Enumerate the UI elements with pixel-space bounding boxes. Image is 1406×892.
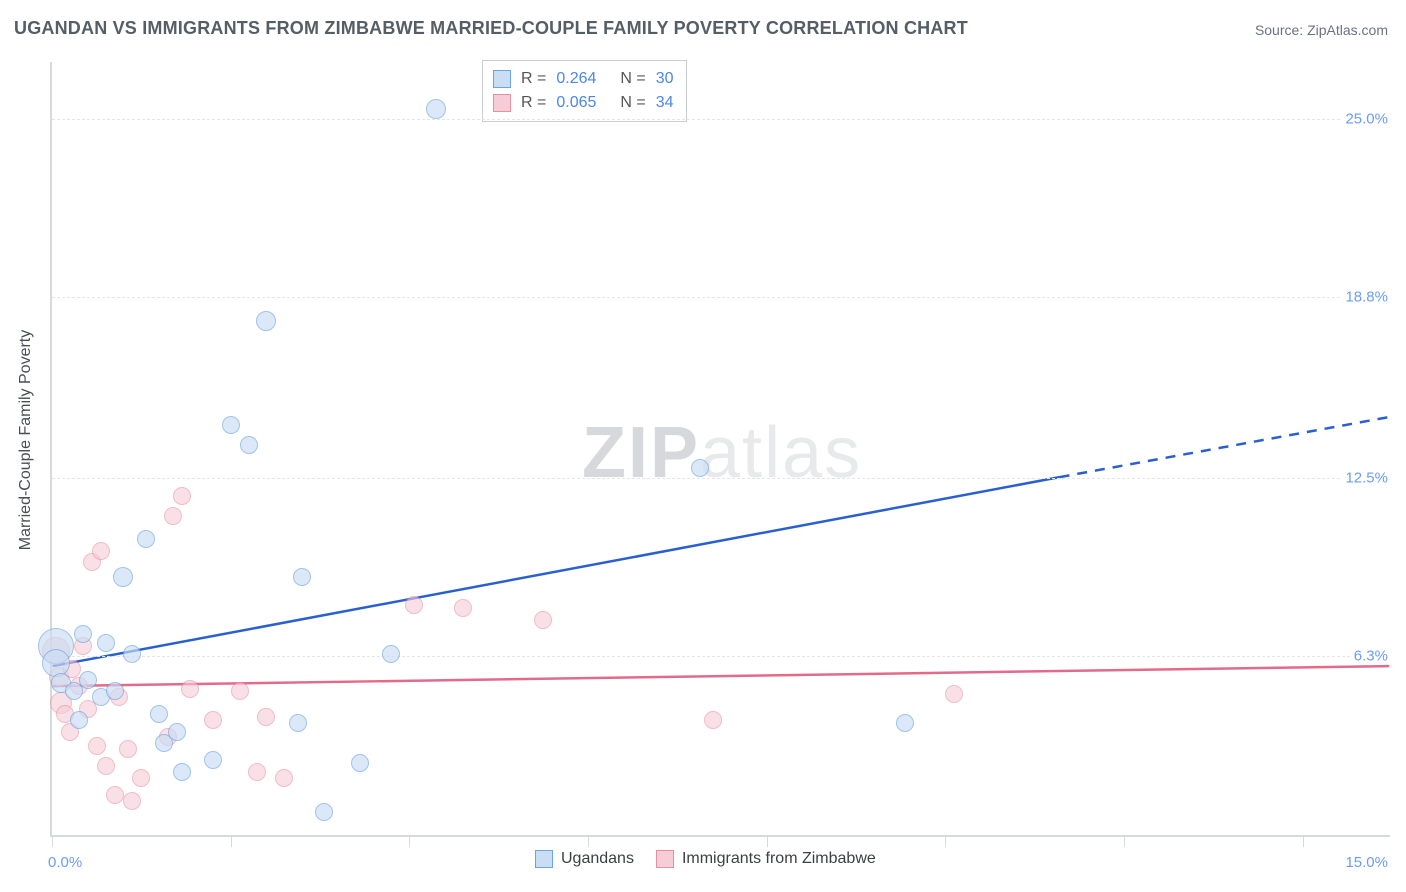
data-point [173, 763, 191, 781]
data-point [181, 680, 199, 698]
correlation-legend: R = 0.264 N = 30 R = 0.065 N = 34 [482, 60, 687, 122]
legend-eq-n: N = [620, 91, 645, 115]
gridline-h [52, 478, 1390, 479]
x-tick [231, 835, 232, 847]
y-tick-label: 18.8% [1341, 289, 1392, 306]
legend-row-s1: R = 0.264 N = 30 [493, 67, 674, 91]
data-point [113, 567, 133, 587]
x-max-label: 15.0% [1345, 854, 1388, 871]
data-point [231, 682, 249, 700]
data-point [896, 714, 914, 732]
x-tick [409, 835, 410, 847]
data-point [248, 763, 266, 781]
data-point [97, 757, 115, 775]
y-axis-label: Married-Couple Family Poverty [17, 330, 35, 551]
legend-swatch-s2 [656, 850, 674, 868]
legend-s2-n: 34 [656, 91, 674, 115]
data-point [382, 645, 400, 663]
y-tick-label: 12.5% [1341, 470, 1392, 487]
x-tick [52, 835, 53, 847]
legend-eq-r: R = [521, 91, 546, 115]
chart-title: UGANDAN VS IMMIGRANTS FROM ZIMBABWE MARR… [14, 18, 968, 39]
legend-row-s2: R = 0.065 N = 34 [493, 91, 674, 115]
gridline-h [52, 297, 1390, 298]
data-point [173, 487, 191, 505]
legend-swatch-s1 [493, 70, 511, 88]
x-tick [767, 835, 768, 847]
data-point [204, 711, 222, 729]
data-point [79, 671, 97, 689]
x-tick [1124, 835, 1125, 847]
data-point [426, 99, 446, 119]
data-point [88, 737, 106, 755]
data-point [454, 599, 472, 617]
legend-label-s1: Ugandans [561, 850, 634, 868]
data-point [351, 754, 369, 772]
data-point [289, 714, 307, 732]
x-tick [945, 835, 946, 847]
legend-label-s2: Immigrants from Zimbabwe [682, 850, 876, 868]
data-point [70, 711, 88, 729]
data-point [164, 507, 182, 525]
data-point [150, 705, 168, 723]
gridline-h [52, 119, 1390, 120]
data-point [204, 751, 222, 769]
y-tick-label: 25.0% [1341, 111, 1392, 128]
data-point [106, 786, 124, 804]
source-label: Source: ZipAtlas.com [1255, 22, 1388, 38]
data-point [691, 459, 709, 477]
data-point [97, 634, 115, 652]
legend-eq-n: N = [620, 67, 645, 91]
chart-container: UGANDAN VS IMMIGRANTS FROM ZIMBABWE MARR… [0, 0, 1406, 892]
legend-s1-n: 30 [656, 67, 674, 91]
legend-eq-r: R = [521, 67, 546, 91]
data-point [123, 792, 141, 810]
x-min-label: 0.0% [48, 854, 82, 871]
legend-s2-r: 0.065 [556, 91, 596, 115]
data-point [315, 803, 333, 821]
data-point [240, 436, 258, 454]
plot-area: ZIPatlas R = 0.264 N = 30 R = 0.065 N = … [50, 62, 1390, 837]
data-point [257, 708, 275, 726]
data-point [137, 530, 155, 548]
data-point [293, 568, 311, 586]
data-point [74, 625, 92, 643]
series-legend: Ugandans Immigrants from Zimbabwe [535, 850, 876, 868]
legend-item-s2: Immigrants from Zimbabwe [656, 850, 876, 868]
x-tick [588, 835, 589, 847]
legend-item-s1: Ugandans [535, 850, 634, 868]
y-tick-label: 6.3% [1350, 648, 1392, 665]
data-point [405, 596, 423, 614]
legend-s1-r: 0.264 [556, 67, 596, 91]
data-point [534, 611, 552, 629]
data-point [119, 740, 137, 758]
data-point [945, 685, 963, 703]
data-point [222, 416, 240, 434]
data-point [168, 723, 186, 741]
legend-swatch-s2 [493, 94, 511, 112]
data-point [256, 311, 276, 331]
data-point [275, 769, 293, 787]
gridline-h [52, 656, 1390, 657]
data-point [106, 682, 124, 700]
data-point [132, 769, 150, 787]
data-point [704, 711, 722, 729]
data-point [123, 645, 141, 663]
x-tick [1303, 835, 1304, 847]
data-point [92, 542, 110, 560]
legend-swatch-s1 [535, 850, 553, 868]
